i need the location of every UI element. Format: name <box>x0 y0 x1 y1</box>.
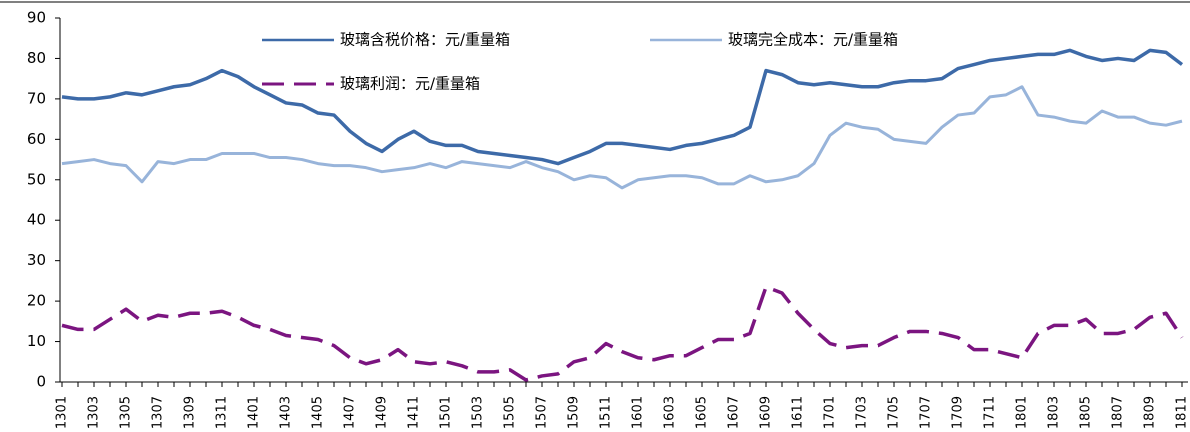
x-tick-label: 1609 <box>759 396 774 429</box>
x-tick-label: 1801 <box>1015 396 1030 429</box>
x-tick-label: 1301 <box>55 396 70 429</box>
x-tick-label: 1509 <box>567 396 582 429</box>
x-tick-label: 1401 <box>247 396 262 429</box>
x-tick-label: 1701 <box>823 396 838 429</box>
x-tick-label: 1311 <box>215 396 230 429</box>
y-tick-label: 10 <box>27 332 46 350</box>
y-tick-label: 50 <box>27 170 46 188</box>
x-tick-label: 1407 <box>343 396 358 429</box>
x-tick-label: 1707 <box>919 396 934 429</box>
x-tick-label: 1811 <box>1175 396 1190 429</box>
x-tick-label: 1603 <box>663 396 678 429</box>
x-tick-label: 1705 <box>887 396 902 429</box>
y-tick-label: 70 <box>27 89 46 107</box>
y-tick-label: 80 <box>27 49 46 67</box>
y-tick-label: 90 <box>27 9 46 27</box>
y-tick-label: 30 <box>27 251 46 269</box>
legend-label: 玻璃含税价格：元/重量箱 <box>340 31 510 49</box>
x-tick-label: 1403 <box>279 396 294 429</box>
x-tick-label: 1501 <box>439 396 454 429</box>
x-tick-label: 1703 <box>855 396 870 429</box>
x-tick-label: 1711 <box>983 396 998 429</box>
y-tick-label: 40 <box>27 211 46 229</box>
x-tick-label: 1409 <box>375 396 390 429</box>
x-tick-label: 1805 <box>1079 396 1094 429</box>
x-tick-label: 1405 <box>311 396 326 429</box>
x-tick-label: 1307 <box>151 396 166 429</box>
legend-label: 玻璃利润：元/重量箱 <box>340 75 480 93</box>
y-tick-label: 60 <box>27 130 46 148</box>
series-line <box>61 85 1183 190</box>
x-tick-label: 1507 <box>535 396 550 429</box>
y-tick-label: 0 <box>36 373 46 391</box>
x-tick-label: 1605 <box>695 396 710 429</box>
x-tick-label: 1411 <box>407 396 422 429</box>
x-tick-label: 1601 <box>631 396 646 429</box>
x-tick-label: 1803 <box>1047 396 1062 429</box>
x-tick-label: 1611 <box>791 396 806 429</box>
x-tick-label: 1305 <box>119 396 134 429</box>
legend-label: 玻璃完全成本：元/重量箱 <box>728 31 898 49</box>
x-tick-label: 1503 <box>471 396 486 429</box>
x-tick-label: 1809 <box>1143 396 1158 429</box>
x-tick-label: 1309 <box>183 396 198 429</box>
x-tick-label: 1511 <box>599 396 614 429</box>
series-line <box>61 48 1184 166</box>
x-tick-label: 1709 <box>951 396 966 429</box>
x-tick-label: 1505 <box>503 396 518 429</box>
x-tick-label: 1807 <box>1111 396 1126 429</box>
x-tick-label: 1303 <box>87 396 102 429</box>
x-tick-label: 1607 <box>727 396 742 429</box>
series-line <box>61 285 1184 382</box>
y-tick-label: 20 <box>27 292 46 310</box>
